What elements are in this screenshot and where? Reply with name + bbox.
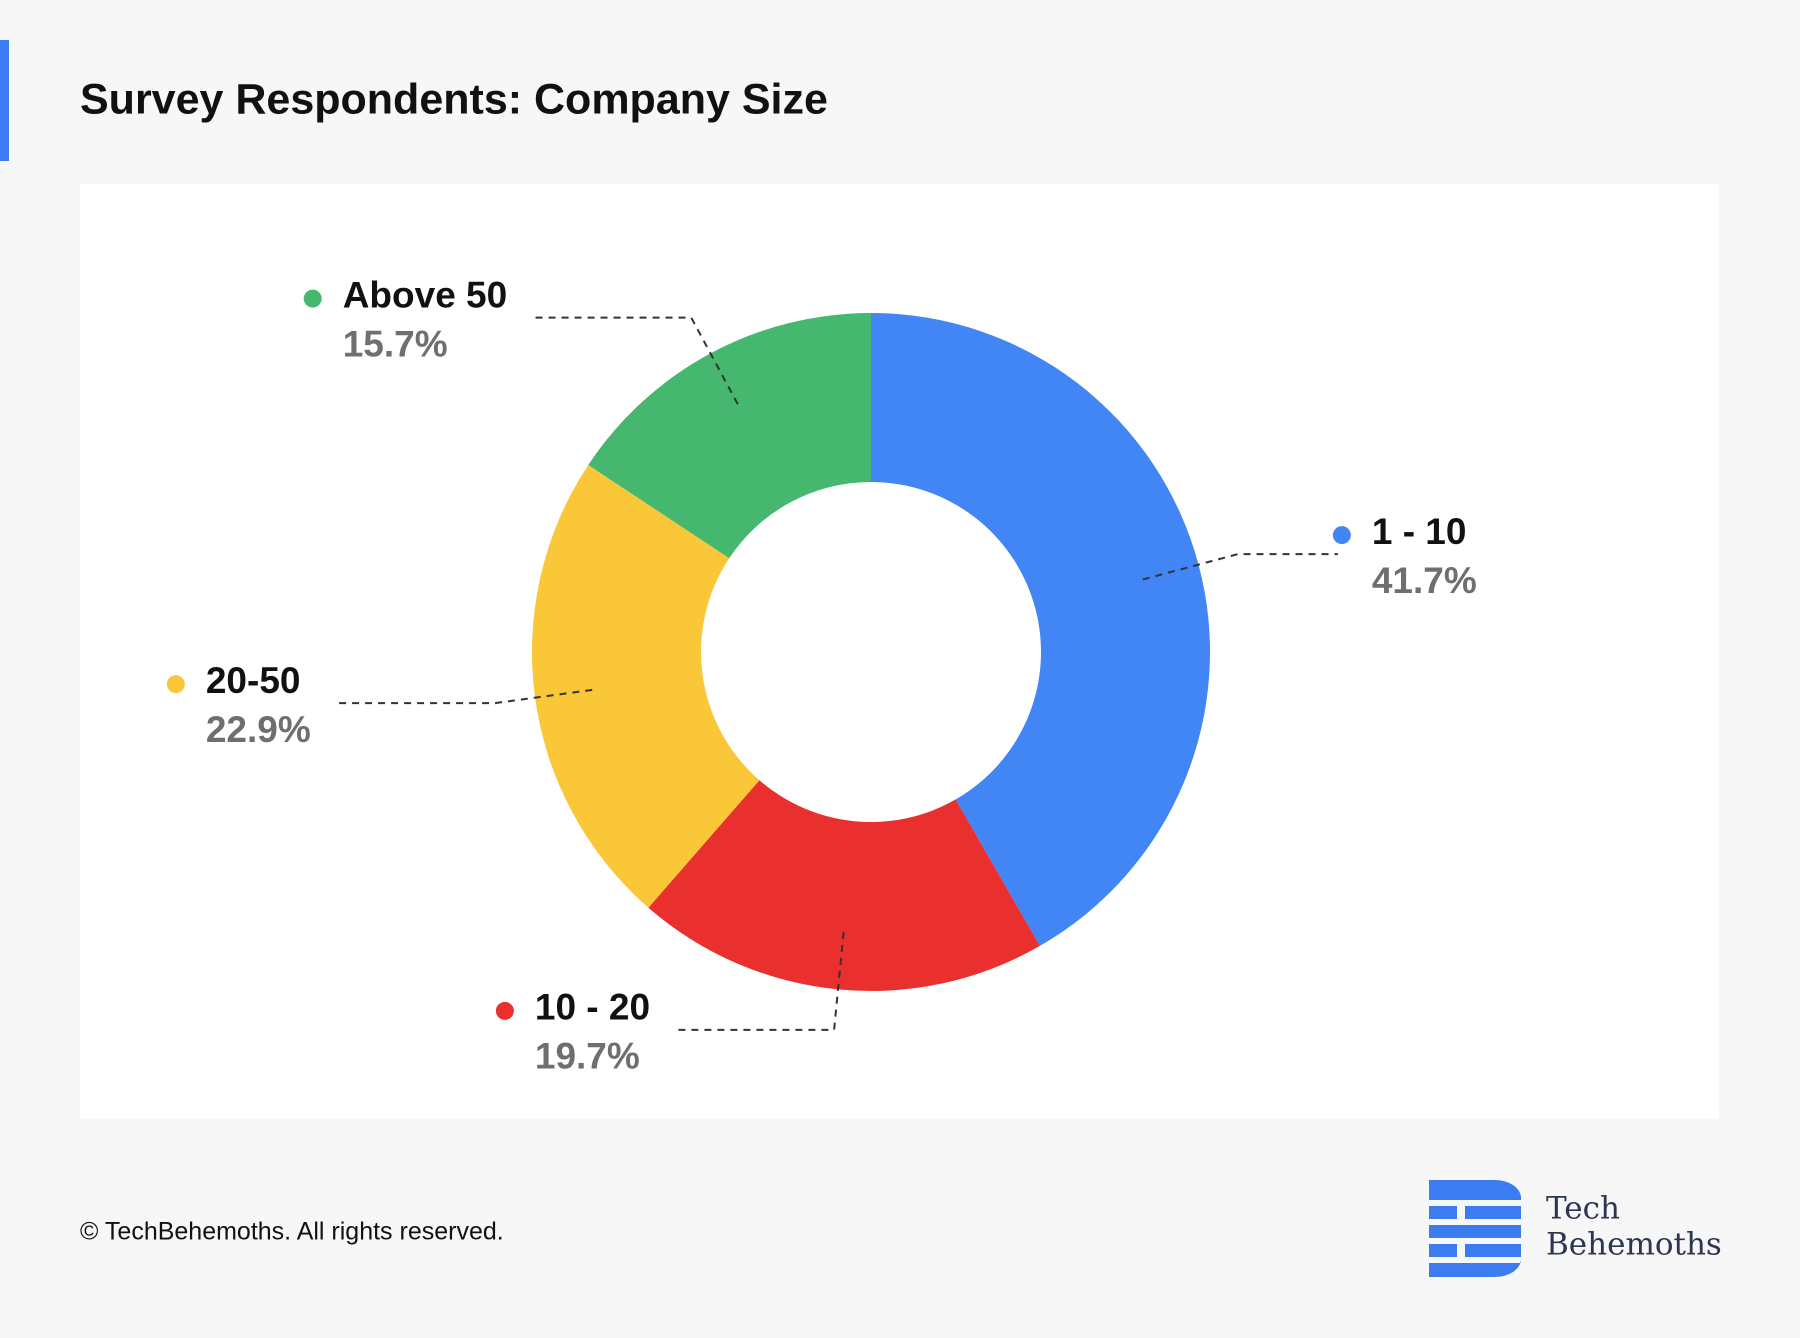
label-value: 19.7% xyxy=(535,1036,640,1077)
logo-icon xyxy=(1429,1180,1521,1277)
label-name: 10 - 20 xyxy=(535,987,650,1028)
label-value: 22.9% xyxy=(206,709,311,750)
label-value: 41.7% xyxy=(1372,560,1477,601)
leader-line xyxy=(1142,553,1338,581)
logo-stripe xyxy=(1429,1206,1457,1219)
leader-line xyxy=(674,931,845,1031)
logo-text: Tech xyxy=(1546,1191,1620,1227)
slice xyxy=(648,780,1040,992)
label-name: Above 50 xyxy=(343,274,508,315)
label-value: 15.7% xyxy=(343,323,448,364)
slice xyxy=(532,464,760,908)
leader-line xyxy=(334,688,593,705)
chart-title: Survey Respondents: Company Size xyxy=(80,75,828,123)
logo-text: Behemoths xyxy=(1546,1227,1722,1263)
label-name: 1 - 10 xyxy=(1372,511,1467,552)
label-dot xyxy=(166,675,185,694)
label-dot xyxy=(495,1001,514,1020)
copyright: © TechBehemoths. All rights reserved. xyxy=(80,1218,504,1246)
logo-stripe xyxy=(1429,1259,1521,1277)
logo-stripe xyxy=(1465,1206,1521,1219)
slice xyxy=(588,313,871,559)
logo-stripe xyxy=(1429,1180,1521,1200)
label-dot xyxy=(1332,526,1351,545)
logo-stripe xyxy=(1465,1244,1521,1257)
leader-line xyxy=(531,316,739,405)
label-name: 20-50 xyxy=(206,660,301,701)
slice xyxy=(871,313,1210,946)
accent-bar xyxy=(0,40,9,161)
logo-stripe xyxy=(1429,1225,1521,1238)
label-dot xyxy=(303,289,322,308)
logo-stripe xyxy=(1429,1244,1457,1257)
plot: 1 - 10 41.7% 10 - 20 19.7% 20-50 22.9% Above 5… xyxy=(166,274,1477,1077)
